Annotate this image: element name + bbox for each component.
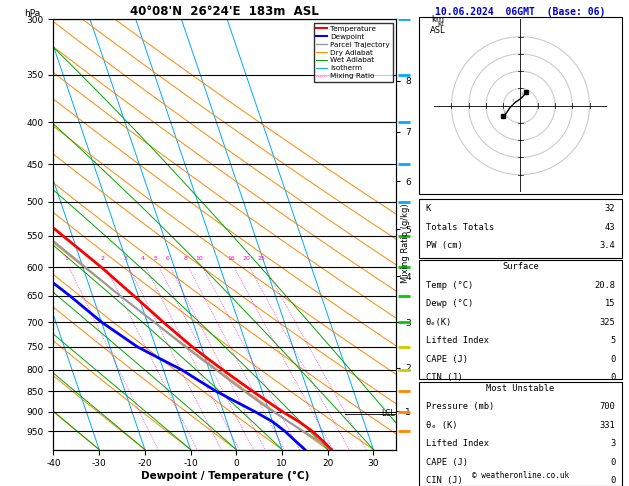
Text: Dewp (°C): Dewp (°C) (426, 299, 473, 309)
Text: LCL: LCL (381, 409, 395, 418)
Text: 3: 3 (610, 439, 615, 449)
Bar (420, 260, 621, 379)
Text: Most Unstable: Most Unstable (486, 384, 555, 393)
Text: Temp (°C): Temp (°C) (426, 281, 473, 290)
Bar (420, 17, 621, 194)
Text: hPa: hPa (25, 9, 41, 18)
Text: 20: 20 (242, 256, 250, 261)
Text: 4: 4 (140, 256, 145, 261)
Text: θₑ(K): θₑ(K) (426, 318, 452, 327)
Text: 331: 331 (599, 421, 615, 430)
Text: θₑ (K): θₑ (K) (426, 421, 457, 430)
Text: 5: 5 (610, 336, 615, 346)
Bar (420, 382, 621, 486)
Text: 5: 5 (154, 256, 158, 261)
Text: Mixing Ratio (g/kg): Mixing Ratio (g/kg) (401, 203, 410, 283)
Text: CIN (J): CIN (J) (426, 373, 462, 382)
Text: 0: 0 (610, 355, 615, 364)
Text: 3.4: 3.4 (599, 241, 615, 250)
Text: 25: 25 (258, 256, 265, 261)
Text: 3: 3 (512, 99, 515, 103)
Text: CAPE (J): CAPE (J) (426, 355, 468, 364)
Text: 32: 32 (605, 204, 615, 213)
Text: 5: 5 (503, 110, 506, 114)
Text: 1: 1 (64, 256, 68, 261)
Text: 16: 16 (227, 256, 235, 261)
Text: kt: kt (438, 21, 445, 27)
Text: K: K (426, 204, 431, 213)
Text: Lifted Index: Lifted Index (426, 439, 489, 449)
Text: Totals Totals: Totals Totals (426, 223, 494, 232)
Text: CIN (J): CIN (J) (426, 476, 462, 486)
Text: 325: 325 (599, 318, 615, 327)
Text: 2: 2 (101, 256, 105, 261)
X-axis label: Dewpoint / Temperature (°C): Dewpoint / Temperature (°C) (141, 471, 309, 481)
Text: Surface: Surface (502, 262, 539, 272)
Text: 700: 700 (599, 402, 615, 412)
Text: Pressure (mb): Pressure (mb) (426, 402, 494, 412)
Text: 8: 8 (183, 256, 187, 261)
Legend: Temperature, Dewpoint, Parcel Trajectory, Dry Adiabat, Wet Adiabat, Isotherm, Mi: Temperature, Dewpoint, Parcel Trajectory… (313, 23, 392, 82)
Text: 1: 1 (521, 92, 523, 96)
Title: 40°08'N  26°24'E  183m  ASL: 40°08'N 26°24'E 183m ASL (130, 5, 320, 18)
Text: CAPE (J): CAPE (J) (426, 458, 468, 467)
Text: 10: 10 (196, 256, 203, 261)
Text: 0: 0 (610, 458, 615, 467)
Text: 43: 43 (605, 223, 615, 232)
Bar (420, 199, 621, 258)
Text: 0: 0 (610, 373, 615, 382)
Text: 10.06.2024  06GMT  (Base: 06): 10.06.2024 06GMT (Base: 06) (435, 7, 606, 17)
Text: 20.8: 20.8 (594, 281, 615, 290)
Text: Lifted Index: Lifted Index (426, 336, 489, 346)
Text: 3: 3 (124, 256, 128, 261)
Text: 6: 6 (165, 256, 169, 261)
Text: PW (cm): PW (cm) (426, 241, 462, 250)
Text: 15: 15 (605, 299, 615, 309)
Text: © weatheronline.co.uk: © weatheronline.co.uk (472, 471, 569, 480)
Text: 0: 0 (610, 476, 615, 486)
Y-axis label: km
ASL: km ASL (430, 15, 445, 35)
